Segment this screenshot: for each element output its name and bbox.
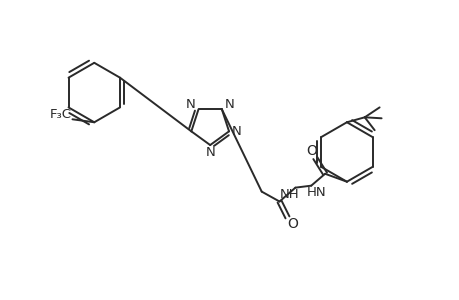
Text: O: O (286, 217, 297, 231)
Text: N: N (205, 146, 215, 160)
Text: F₃C: F₃C (50, 108, 72, 121)
Text: N: N (185, 98, 195, 111)
Text: O: O (305, 144, 316, 158)
Text: NH: NH (279, 188, 299, 201)
Text: HN: HN (306, 186, 325, 199)
Text: N: N (232, 125, 241, 138)
Text: N: N (224, 98, 234, 111)
